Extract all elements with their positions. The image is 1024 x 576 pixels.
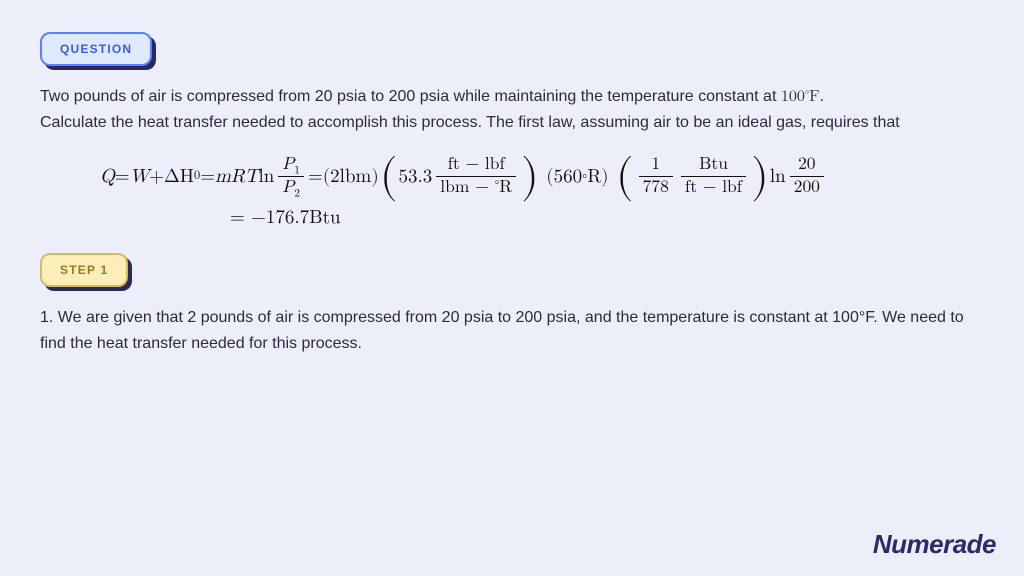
frac-conv1: 1 778: [639, 155, 673, 198]
frac-conv2: Btu ft − lbf: [681, 155, 746, 198]
numerade-logo: Numerade: [873, 529, 996, 560]
question-badge-label: QUESTION: [40, 32, 152, 66]
step1-badge: STEP 1: [40, 253, 128, 287]
equation-row2: = −176.7Btu: [100, 206, 984, 229]
question-line2: Calculate the heat transfer needed to ac…: [40, 114, 900, 131]
equation-row1: Q = W + ΔH0 = mRT ln P1 P2 = (2lbm) ( 53…: [100, 155, 984, 198]
step1-badge-label: STEP 1: [40, 253, 128, 287]
question-line1a: Two pounds of air is compressed from 20 …: [40, 88, 781, 105]
frac-P1P2: P1 P2: [278, 155, 304, 198]
equation-block: Q = W + ΔH0 = mRT ln P1 P2 = (2lbm) ( 53…: [100, 155, 984, 229]
frac-gasconst: ft − lbf lbm − ∘R: [436, 155, 516, 198]
step1-text: 1. We are given that 2 pounds of air is …: [40, 305, 984, 358]
question-badge: QUESTION: [40, 32, 152, 66]
question-text: Two pounds of air is compressed from 20 …: [40, 84, 984, 137]
frac-ratio: 20 200: [790, 155, 824, 198]
temp-inline: 100∘F: [781, 89, 820, 105]
